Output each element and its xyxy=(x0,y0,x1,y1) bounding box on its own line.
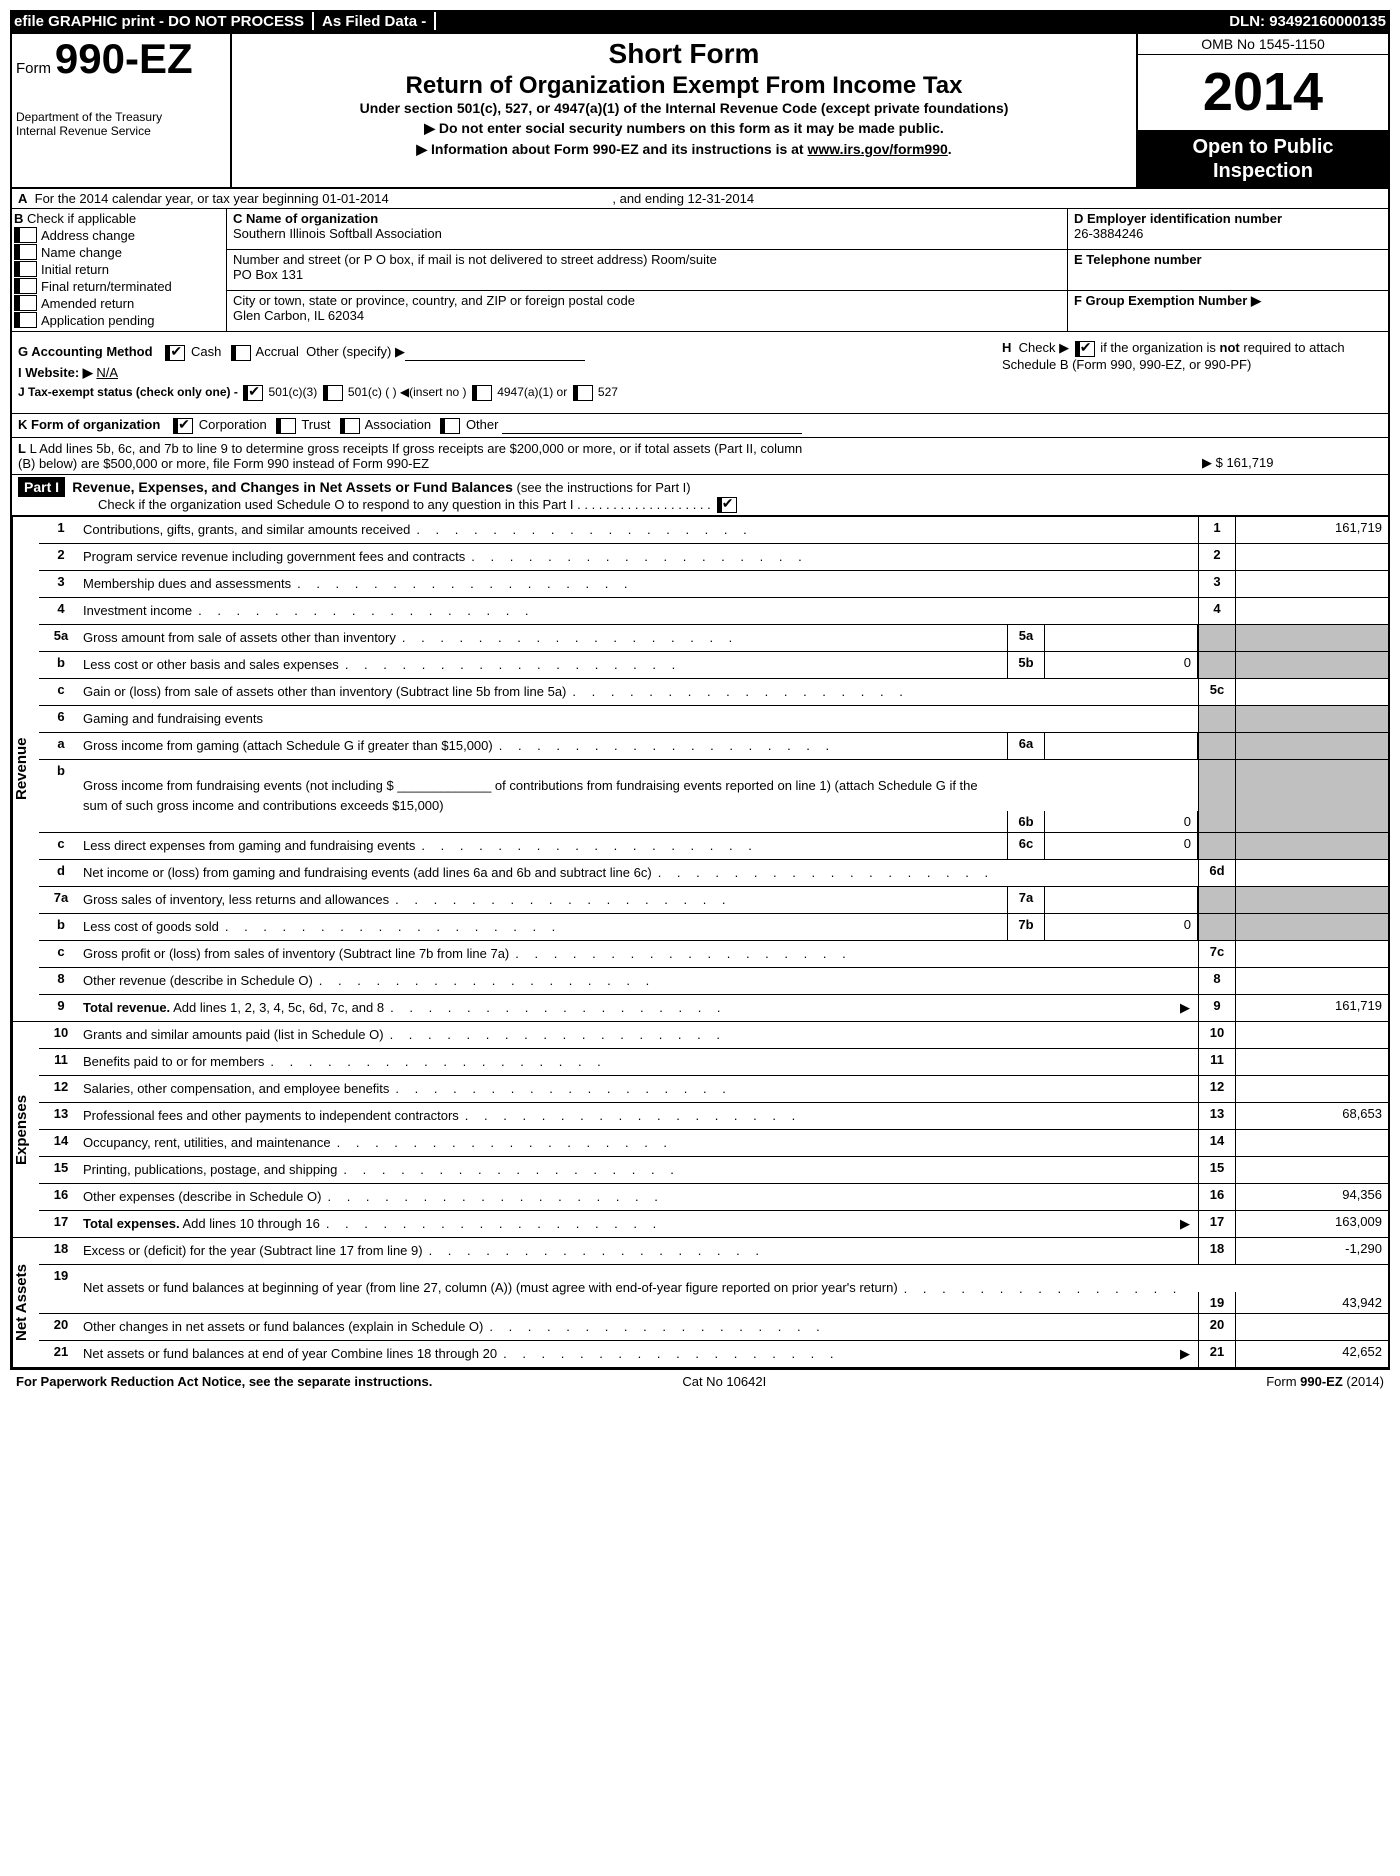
line-i: I Website: ▶ N/A xyxy=(18,365,992,381)
line-6: 6Gaming and fundraising events xyxy=(39,706,1388,733)
dept-line1: Department of the Treasury xyxy=(16,110,226,124)
city-row: City or town, state or province, country… xyxy=(227,291,1067,331)
check-527[interactable] xyxy=(573,385,593,401)
header-row: Form 990-EZ Department of the Treasury I… xyxy=(12,34,1388,189)
line-c: cGain or (loss) from sale of assets othe… xyxy=(39,679,1388,706)
line-l: L L Add lines 5b, 6c, and 7b to line 9 t… xyxy=(12,437,1388,474)
revenue-section: Revenue 1Contributions, gifts, grants, a… xyxy=(12,515,1388,1021)
line-16: 16Other expenses (describe in Schedule O… xyxy=(39,1184,1388,1211)
return-title: Return of Organization Exempt From Incom… xyxy=(240,72,1128,100)
line-5a: 5aGross amount from sale of assets other… xyxy=(39,625,1388,652)
row-a: A For the 2014 calendar year, or tax yea… xyxy=(12,189,1388,209)
check-address-change[interactable]: Address change xyxy=(14,227,224,243)
footer-mid: Cat No 10642I xyxy=(682,1374,766,1389)
ein-row: D Employer identification number 26-3884… xyxy=(1068,209,1388,250)
expenses-label: Expenses xyxy=(12,1022,39,1237)
line-2: 2Program service revenue including gover… xyxy=(39,544,1388,571)
line-11: 11Benefits paid to or for members. . . .… xyxy=(39,1049,1388,1076)
netassets-label: Net Assets xyxy=(12,1238,39,1367)
line-a: aGross income from gaming (attach Schedu… xyxy=(39,733,1388,760)
check-cash[interactable] xyxy=(165,345,185,361)
line-12: 12Salaries, other compensation, and empl… xyxy=(39,1076,1388,1103)
line-21: 21Net assets or fund balances at end of … xyxy=(39,1341,1388,1367)
section-bc: B Check if applicable Address change Nam… xyxy=(12,209,1388,332)
line-g: G Accounting Method Cash Accrual Other (… xyxy=(18,344,992,361)
col-de: D Employer identification number 26-3884… xyxy=(1067,209,1388,331)
topbar-left: efile GRAPHIC print - DO NOT PROCESS xyxy=(14,13,304,30)
org-name-row: C Name of organization Southern Illinois… xyxy=(227,209,1067,250)
header-left: Form 990-EZ Department of the Treasury I… xyxy=(12,34,232,187)
footer: For Paperwork Reduction Act Notice, see … xyxy=(10,1369,1390,1389)
info-line-2: ▶ Information about Form 990-EZ and its … xyxy=(240,141,1128,158)
line-h: H Check ▶ if the organization is not req… xyxy=(992,340,1382,405)
header-right: OMB No 1545-1150 2014 Open to Public Ins… xyxy=(1136,34,1388,187)
form-prefix: Form xyxy=(16,60,51,77)
line-18: 18Excess or (deficit) for the year (Subt… xyxy=(39,1238,1388,1265)
dept-line2: Internal Revenue Service xyxy=(16,124,226,138)
info-line-1: ▶ Do not enter social security numbers o… xyxy=(240,120,1128,137)
check-name-change[interactable]: Name change xyxy=(14,244,224,260)
check-4947[interactable] xyxy=(472,385,492,401)
footer-left: For Paperwork Reduction Act Notice, see … xyxy=(16,1374,432,1389)
col-b: B Check if applicable Address change Nam… xyxy=(12,209,227,331)
topbar-mid: As Filed Data - xyxy=(322,13,426,30)
line-15: 15Printing, publications, postage, and s… xyxy=(39,1157,1388,1184)
line-10: 10Grants and similar amounts paid (list … xyxy=(39,1022,1388,1049)
check-501c[interactable] xyxy=(323,385,343,401)
col-c: C Name of organization Southern Illinois… xyxy=(227,209,1067,331)
form-container: Form 990-EZ Department of the Treasury I… xyxy=(10,32,1390,1369)
check-schedule-b[interactable] xyxy=(1075,341,1095,357)
line-4: 4Investment income. . . . . . . . . . . … xyxy=(39,598,1388,625)
expenses-section: Expenses 10Grants and similar amounts pa… xyxy=(12,1021,1388,1237)
check-other[interactable] xyxy=(440,418,460,434)
line-20: 20Other changes in net assets or fund ba… xyxy=(39,1314,1388,1341)
address-row: Number and street (or P O box, if mail i… xyxy=(227,250,1067,291)
line-b: bLess cost or other basis and sales expe… xyxy=(39,652,1388,679)
mid-block: G Accounting Method Cash Accrual Other (… xyxy=(12,332,1388,413)
check-corporation[interactable] xyxy=(173,418,193,434)
sub-title: Under section 501(c), 527, or 4947(a)(1)… xyxy=(240,100,1128,116)
line-j: J Tax-exempt status (check only one) - 5… xyxy=(18,385,992,401)
check-initial-return[interactable]: Initial return xyxy=(14,261,224,277)
line-19: 19Net assets or fund balances at beginni… xyxy=(39,1265,1388,1314)
open-to-public: Open to Public Inspection xyxy=(1138,131,1388,187)
line-c: cGross profit or (loss) from sales of in… xyxy=(39,941,1388,968)
tax-year: 2014 xyxy=(1138,55,1388,131)
line-8: 8Other revenue (describe in Schedule O).… xyxy=(39,968,1388,995)
line-9: 9Total revenue. Add lines 1, 2, 3, 4, 5c… xyxy=(39,995,1388,1021)
check-schedule-o[interactable] xyxy=(717,497,737,513)
form-number: 990-EZ xyxy=(55,35,193,82)
line-6b: bGross income from fundraising events (n… xyxy=(39,760,1388,833)
gross-receipts-value: ▶ $ 161,719 xyxy=(1202,455,1382,471)
line-14: 14Occupancy, rent, utilities, and mainte… xyxy=(39,1130,1388,1157)
line-7a: 7aGross sales of inventory, less returns… xyxy=(39,887,1388,914)
revenue-label: Revenue xyxy=(12,517,39,1021)
omb-number: OMB No 1545-1150 xyxy=(1138,34,1388,55)
group-exemption-row: F Group Exemption Number ▶ xyxy=(1068,291,1388,331)
check-amended-return[interactable]: Amended return xyxy=(14,295,224,311)
header-mid: Short Form Return of Organization Exempt… xyxy=(232,34,1136,187)
check-501c3[interactable] xyxy=(243,385,263,401)
footer-right: Form 990-EZ (2014) xyxy=(1266,1374,1384,1389)
line-b: bLess cost of goods sold. . . . . . . . … xyxy=(39,914,1388,941)
line-c: cLess direct expenses from gaming and fu… xyxy=(39,833,1388,860)
check-trust[interactable] xyxy=(276,418,296,434)
line-13: 13Professional fees and other payments t… xyxy=(39,1103,1388,1130)
phone-row: E Telephone number xyxy=(1068,250,1388,291)
netassets-section: Net Assets 18Excess or (deficit) for the… xyxy=(12,1237,1388,1367)
short-form-title: Short Form xyxy=(240,38,1128,70)
line-d: dNet income or (loss) from gaming and fu… xyxy=(39,860,1388,887)
check-association[interactable] xyxy=(340,418,360,434)
top-bar: efile GRAPHIC print - DO NOT PROCESS As … xyxy=(10,10,1390,32)
check-final-return[interactable]: Final return/terminated xyxy=(14,278,224,294)
line-1: 1Contributions, gifts, grants, and simil… xyxy=(39,517,1388,544)
part1-header: Part I Revenue, Expenses, and Changes in… xyxy=(12,474,1388,515)
check-accrual[interactable] xyxy=(231,345,251,361)
line-k: K Form of organization Corporation Trust… xyxy=(12,413,1388,437)
topbar-right: DLN: 93492160000135 xyxy=(1229,13,1386,30)
line-3: 3Membership dues and assessments. . . . … xyxy=(39,571,1388,598)
line-17: 17Total expenses. Add lines 10 through 1… xyxy=(39,1211,1388,1237)
irs-link[interactable]: www.irs.gov/form990 xyxy=(807,141,947,157)
check-application-pending[interactable]: Application pending xyxy=(14,312,224,328)
